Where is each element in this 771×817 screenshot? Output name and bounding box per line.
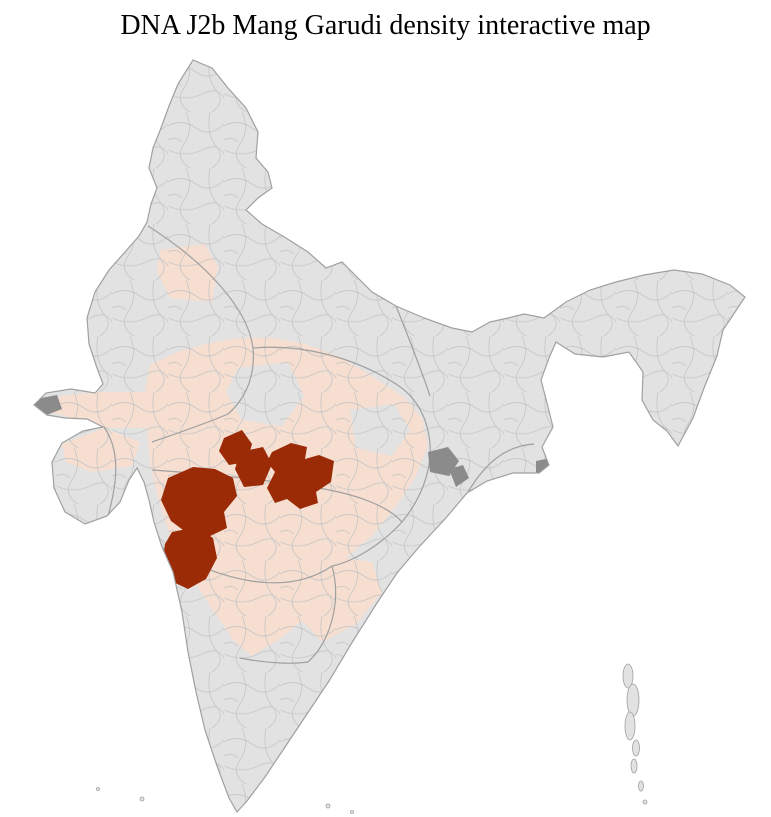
island[interactable] (632, 739, 640, 757)
island[interactable] (96, 787, 100, 791)
small-islands[interactable] (96, 787, 354, 814)
island[interactable] (630, 758, 638, 774)
island[interactable] (638, 780, 644, 792)
india-outline (33, 59, 746, 814)
island[interactable] (626, 683, 640, 717)
island[interactable] (642, 799, 648, 805)
district-boundaries-overlay (34, 60, 745, 812)
andaman-islands[interactable] (622, 663, 648, 805)
island[interactable] (139, 796, 145, 802)
district-high-density[interactable] (235, 447, 272, 487)
island[interactable] (350, 810, 354, 814)
island[interactable] (624, 711, 636, 741)
page-title: DNA J2b Mang Garudi density interactive … (120, 10, 651, 41)
district-dark-grey[interactable] (536, 457, 563, 480)
district-dark-grey[interactable] (449, 465, 469, 487)
district-high-density[interactable] (163, 527, 217, 589)
island[interactable] (325, 803, 331, 809)
island[interactable] (622, 663, 634, 689)
district-fill-layer (34, 60, 745, 812)
district-high-density[interactable] (267, 443, 334, 509)
district-high-density[interactable] (161, 467, 237, 537)
